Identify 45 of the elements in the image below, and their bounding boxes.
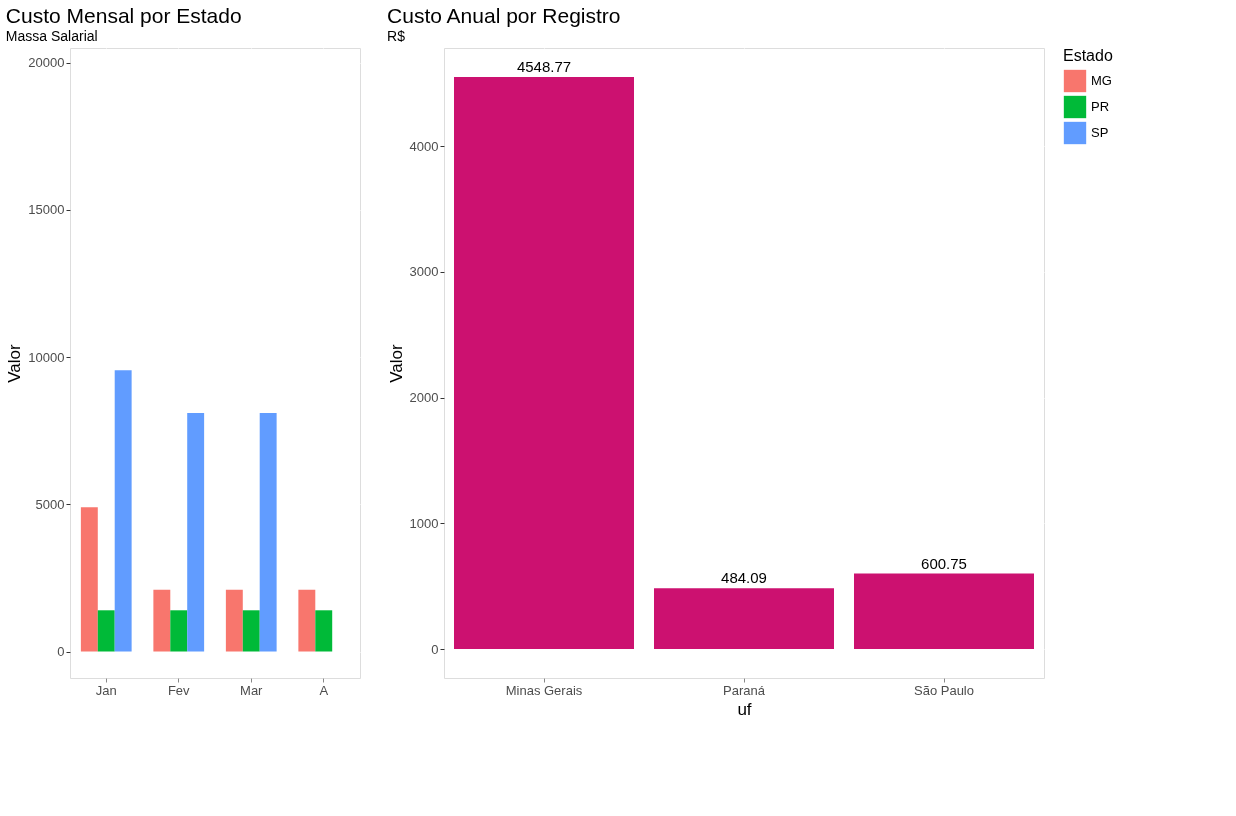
y-tick-label: 0 bbox=[431, 641, 439, 657]
y-tick-label: 15000 bbox=[28, 202, 65, 218]
chart-subtitle: Massa Salarial bbox=[5, 28, 98, 44]
bar bbox=[80, 507, 98, 652]
y-axis-title: Valor bbox=[386, 343, 406, 383]
data-label: 484.09 bbox=[721, 569, 767, 587]
y-tick-label: 10000 bbox=[28, 349, 65, 365]
x-tick-label: São Paulo bbox=[914, 682, 974, 698]
legend-label: PR bbox=[1091, 99, 1110, 114]
legend-title: Estado bbox=[1063, 47, 1113, 64]
bar bbox=[170, 610, 188, 652]
bar bbox=[97, 610, 115, 652]
x-tick-label: Jan bbox=[95, 682, 117, 698]
bar bbox=[259, 413, 277, 652]
y-tick-label: 20000 bbox=[28, 55, 65, 71]
y-tick-label: 5000 bbox=[35, 496, 65, 512]
data-label: 600.75 bbox=[921, 554, 967, 572]
x-tick-label: A bbox=[319, 682, 329, 698]
x-tick-label: Fev bbox=[167, 682, 191, 698]
y-tick-label: 1000 bbox=[409, 515, 439, 531]
bar bbox=[854, 573, 1034, 650]
y-tick-label: 2000 bbox=[409, 390, 439, 406]
legend-label: SP bbox=[1091, 125, 1109, 140]
bar bbox=[242, 610, 260, 652]
y-axis-title: Valor bbox=[5, 343, 25, 383]
bar bbox=[315, 610, 333, 652]
y-tick-label: 3000 bbox=[409, 264, 439, 280]
chart-subtitle: R$ bbox=[387, 28, 406, 44]
data-label: 4548.77 bbox=[516, 58, 572, 76]
y-tick-label: 4000 bbox=[409, 138, 439, 154]
bar bbox=[654, 588, 834, 650]
y-tick-label: 0 bbox=[57, 644, 65, 659]
bar bbox=[225, 589, 243, 652]
x-tick-label: Mar bbox=[240, 682, 264, 698]
bar bbox=[153, 589, 171, 652]
chart-title: Custo Anual por Registro bbox=[387, 4, 621, 27]
x-tick-label: Paraná bbox=[723, 682, 766, 698]
bar bbox=[114, 370, 132, 652]
bar bbox=[298, 589, 316, 652]
bar bbox=[187, 413, 205, 652]
legend-label: MG bbox=[1091, 73, 1112, 88]
x-axis-title: uf bbox=[737, 699, 752, 719]
bar bbox=[454, 77, 634, 650]
chart-title: Custo Mensal por Estado bbox=[5, 4, 242, 27]
x-tick-label: Minas Gerais bbox=[505, 682, 583, 698]
